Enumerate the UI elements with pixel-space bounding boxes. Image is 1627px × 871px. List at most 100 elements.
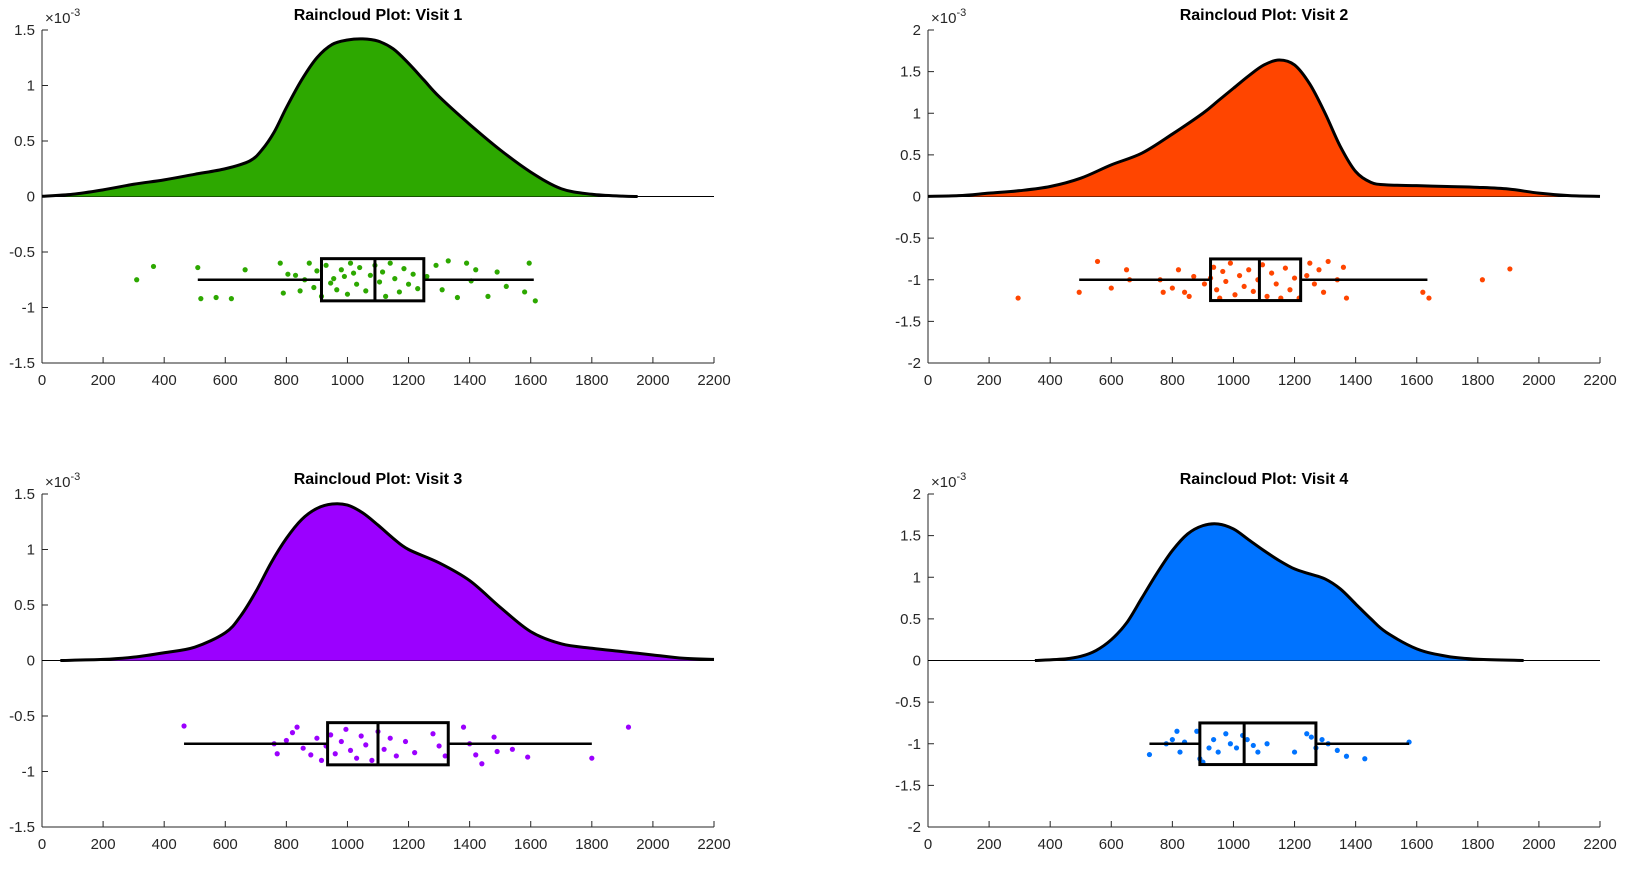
iqr-box [1209,257,1303,303]
data-point [383,293,389,299]
y-tick-label: -1 [22,300,35,317]
y-exponent-label: ×10-3 [931,7,966,27]
data-point [479,761,485,767]
data-point [350,270,357,276]
data-point [1255,749,1261,755]
data-point [473,752,479,758]
exponent-power: -3 [956,7,966,19]
chart-panel-3: Raincloud Plot: Visit 3×10-30 200 400 600 80… [9,471,731,853]
data-point [1227,741,1233,747]
data-point [318,757,325,764]
density-area [1034,523,1524,661]
y-exponent-label: ×10-3 [45,471,80,491]
data-point [1211,264,1217,270]
y-tick-label: -1.5 [9,819,35,836]
data-point [1227,260,1233,266]
data-point [439,287,445,293]
exponent-base: 10 [940,474,957,491]
exponent-times-sign: × [45,10,54,27]
y-tick-label: -0.5 [895,230,921,247]
data-point [1169,736,1175,743]
y-tick-label: 0 [913,653,921,670]
chart-title: Raincloud Plot: Visit 4 [1180,471,1349,488]
data-point [334,287,340,293]
y-tick-label: 0.5 [900,147,921,164]
data-point [532,298,538,304]
data-point [625,724,632,730]
data-point [150,263,157,270]
data-point [134,277,140,283]
chart-panel-1: Raincloud Plot: Visit 1×10-30 200 400 600 80… [9,7,731,389]
data-point [522,289,528,295]
y-tick-label: 0 [27,653,35,670]
data-point [485,293,491,299]
y-tick-label: 1 [27,78,35,95]
y-tick-label: -2 [908,819,921,836]
data-point [1201,281,1208,287]
data-point [445,258,451,264]
x-tick-label: 1800 [1461,372,1494,389]
x-tick-label: 0 [38,372,46,389]
data-point [1015,295,1021,301]
data-point [525,754,531,760]
x-tick-label: 1000 [1217,372,1250,389]
data-point [306,260,312,266]
x-tick-label: 400 [152,836,177,853]
data-point [363,288,369,294]
y-tick-label: 1.5 [900,64,921,81]
data-point [392,276,398,282]
data-point [332,751,338,757]
data-point [1282,265,1288,271]
data-point [1259,262,1266,268]
x-tick-label: 2200 [697,836,730,853]
density-area [42,38,638,197]
data-point [454,294,461,301]
data-point [436,743,442,749]
data-point [343,726,349,732]
y-tick-label: 1.5 [14,486,35,503]
data-point [491,734,497,740]
y-tick-label: -0.5 [9,244,35,261]
y-tick-label: 1.5 [14,22,35,39]
data-point [1343,295,1350,301]
x-tick-label: 2000 [1522,372,1555,389]
data-point [509,746,515,752]
data-point [430,731,436,737]
exponent-power: -3 [956,471,966,483]
data-point [1174,728,1180,734]
data-point [338,267,344,273]
data-point [297,288,303,294]
data-point [242,267,248,273]
data-point [328,732,334,738]
y-tick-label: -1 [908,736,921,753]
x-tick-label: 400 [1038,372,1063,389]
data-point [1507,266,1513,272]
data-point [1169,285,1175,291]
data-point [405,281,412,287]
x-tick-label: 1400 [453,836,486,853]
data-point [1232,292,1238,298]
data-point [344,291,351,297]
x-tick-label: 800 [274,836,299,853]
data-point [526,260,532,266]
x-tick-label: 200 [977,836,1002,853]
data-point [402,738,409,745]
data-point [1108,285,1114,291]
data-point [460,724,467,730]
data-point [1076,289,1082,295]
x-tick-label: 1800 [575,836,608,853]
data-point [1223,278,1229,285]
data-point [198,296,204,302]
data-point [1319,736,1325,743]
data-point [410,271,416,277]
x-tick-label: 1800 [1461,836,1494,853]
data-point [1215,749,1221,755]
x-tick-label: 1600 [514,836,547,853]
x-tick-label: 1000 [1217,836,1250,853]
y-tick-label: -1.5 [9,355,35,372]
data-point [1191,273,1197,280]
data-point [1236,272,1243,279]
exponent-base: 10 [54,474,71,491]
density-outline [41,37,638,198]
data-point [1246,267,1252,273]
